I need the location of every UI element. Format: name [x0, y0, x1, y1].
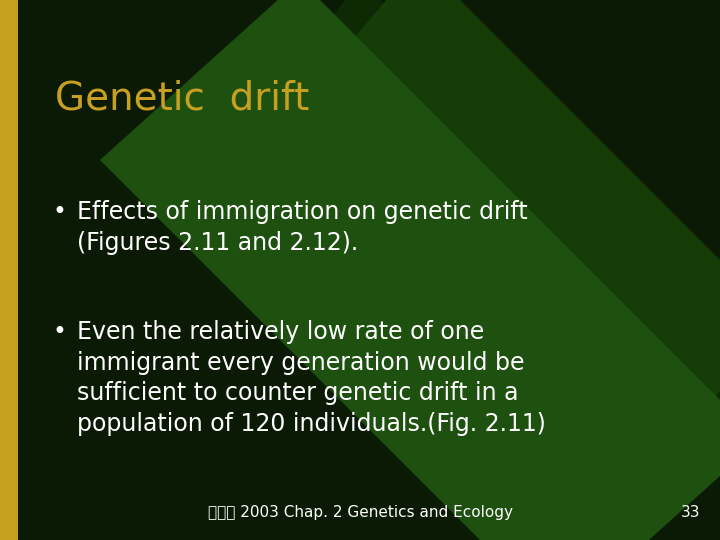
- Text: •: •: [52, 200, 66, 224]
- Polygon shape: [200, 0, 720, 540]
- Polygon shape: [180, 0, 720, 540]
- Text: Even the relatively low rate of one
immigrant every generation would be
sufficie: Even the relatively low rate of one immi…: [77, 320, 546, 436]
- Text: •: •: [52, 320, 66, 344]
- Bar: [0, 0, 18, 540]
- Text: 生態學 2003 Chap. 2 Genetics and Ecology: 生態學 2003 Chap. 2 Genetics and Ecology: [207, 505, 513, 520]
- Text: Genetic  drift: Genetic drift: [55, 80, 310, 118]
- Text: 33: 33: [680, 505, 700, 520]
- Text: Effects of immigration on genetic drift
(Figures 2.11 and 2.12).: Effects of immigration on genetic drift …: [77, 200, 528, 255]
- Polygon shape: [100, 0, 720, 540]
